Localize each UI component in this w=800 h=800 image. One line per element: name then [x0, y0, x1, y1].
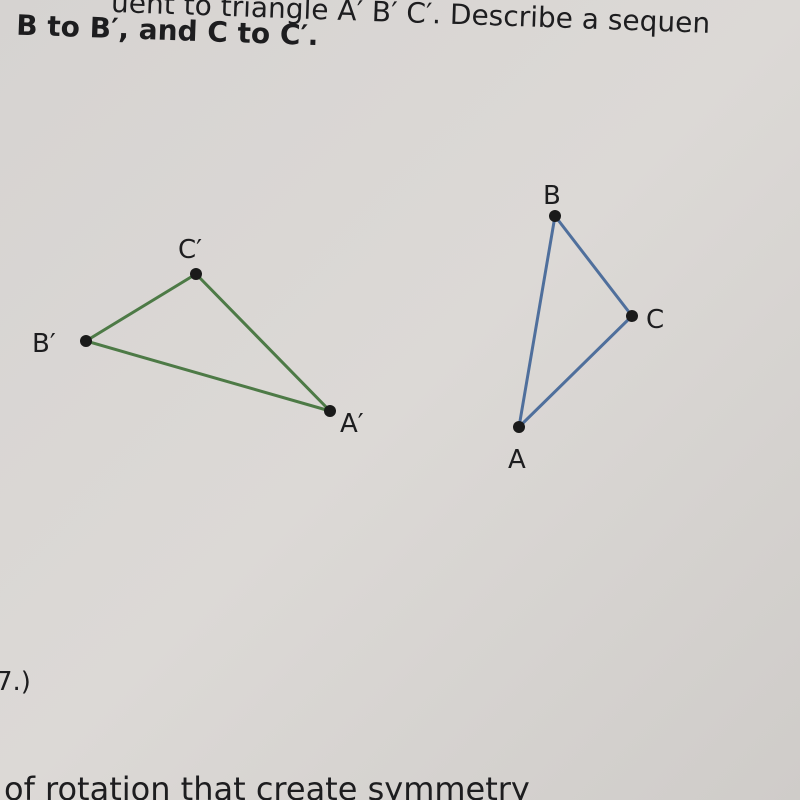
triangle: A B C — [508, 181, 664, 475]
triangle-edge — [82, 272, 336, 415]
vertex-label: C — [646, 305, 664, 335]
vertex-label: B′ — [32, 329, 56, 359]
vertex — [549, 210, 561, 222]
vertex-label: B — [543, 181, 561, 211]
vertex — [513, 421, 525, 433]
vertex-label: A′ — [340, 409, 364, 439]
header: uent to triangle A′ B′ C′. Describe a se… — [16, 0, 711, 52]
vertex-label: C′ — [178, 235, 202, 265]
vertex — [80, 335, 92, 347]
footer-line: of rotation that create symmetry — [4, 770, 530, 800]
triangle-edge — [516, 212, 634, 432]
problem-number: 7.) — [0, 667, 31, 697]
vertex — [190, 268, 202, 280]
vertex — [324, 405, 336, 417]
vertex — [626, 310, 638, 322]
triangle-prime: A′ B′ C′ — [32, 235, 364, 439]
vertex-label: A — [508, 445, 526, 475]
